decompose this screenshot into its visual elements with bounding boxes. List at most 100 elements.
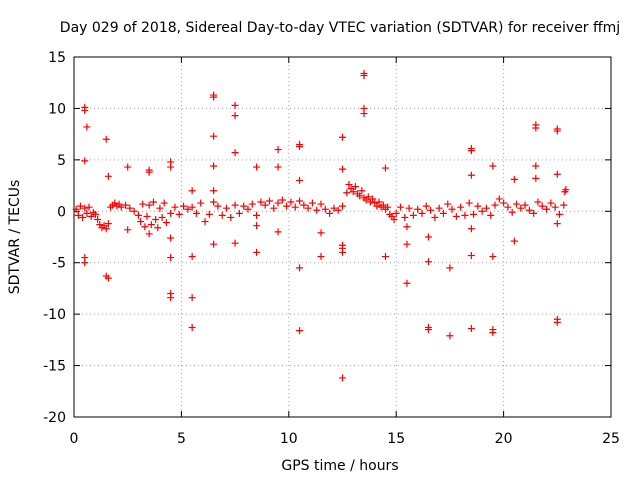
data-point [167, 163, 175, 171]
data-point [201, 218, 209, 226]
data-point [339, 374, 346, 382]
data-point [287, 198, 295, 206]
data-point [448, 205, 456, 213]
y-tick-label: 0 [57, 204, 66, 220]
data-point [562, 186, 570, 194]
data-point [360, 110, 368, 118]
data-point [435, 204, 443, 212]
data-point [553, 318, 561, 326]
data-point [81, 106, 89, 114]
grid-lines [74, 57, 611, 417]
data-point [274, 163, 282, 171]
data-point [313, 206, 321, 214]
data-point [364, 193, 372, 201]
data-point [283, 202, 291, 210]
data-point [560, 201, 568, 209]
data-point [87, 212, 95, 220]
data-point [512, 200, 520, 208]
data-point [517, 204, 525, 212]
data-point [162, 219, 170, 227]
data-point [81, 157, 89, 165]
data-point [317, 229, 325, 237]
data-point [143, 212, 151, 220]
data-point [384, 203, 392, 211]
data-point [134, 211, 142, 219]
data-point [130, 207, 138, 215]
data-point [521, 201, 529, 209]
data-point [339, 202, 346, 210]
data-point [351, 183, 359, 191]
data-point [534, 198, 542, 206]
data-point [358, 187, 366, 195]
y-tick-label: 10 [48, 101, 66, 117]
data-point [431, 213, 439, 221]
data-point [104, 172, 112, 180]
data-point [392, 209, 400, 217]
data-point [525, 206, 533, 214]
data-point [296, 264, 304, 272]
data-point [553, 127, 561, 135]
data-point [83, 209, 91, 217]
data-point [487, 211, 495, 219]
data-point [167, 254, 175, 262]
data-point [467, 325, 475, 333]
data-point [308, 199, 316, 207]
data-point [339, 248, 346, 256]
data-point [532, 124, 540, 132]
data-point [180, 202, 188, 210]
data-point [296, 142, 304, 150]
data-point [102, 225, 110, 233]
data-point [210, 198, 218, 206]
data-point [296, 327, 304, 335]
x-tick-label: 5 [177, 431, 186, 447]
data-point [158, 213, 166, 221]
data-point [81, 259, 89, 267]
data-point [489, 253, 497, 261]
data-points [72, 69, 570, 382]
data-point [152, 216, 160, 224]
data-point [532, 162, 540, 170]
data-point [504, 203, 512, 211]
data-point [379, 201, 387, 209]
data-point [231, 112, 239, 120]
data-point [330, 204, 338, 212]
data-point [76, 202, 84, 210]
data-point [467, 252, 475, 260]
data-point [91, 210, 99, 218]
x-axis-label: GPS time / hours [281, 458, 398, 474]
data-point [296, 197, 304, 205]
data-point [227, 213, 235, 221]
data-point [321, 205, 329, 213]
data-point [205, 210, 213, 218]
data-point [188, 324, 196, 332]
data-point [85, 203, 93, 211]
data-point [218, 211, 226, 219]
data-point [231, 101, 239, 109]
data-point [274, 146, 282, 154]
data-point [547, 199, 555, 207]
data-point [137, 218, 145, 226]
data-point [390, 216, 398, 224]
data-point [149, 198, 157, 206]
data-point [532, 174, 540, 182]
data-point [491, 201, 499, 209]
data-point [317, 253, 325, 261]
data-point [231, 201, 239, 209]
data-point [167, 294, 175, 302]
data-point [439, 209, 447, 217]
data-point [160, 199, 168, 207]
data-point [465, 199, 473, 207]
x-tick-label: 15 [387, 431, 405, 447]
data-point [167, 234, 175, 242]
data-point [444, 200, 452, 208]
x-tick-label: 0 [70, 431, 79, 447]
data-point [124, 226, 132, 234]
data-point [192, 209, 200, 217]
data-point [122, 201, 130, 209]
data-point [452, 212, 460, 220]
data-point [240, 202, 248, 210]
data-point [117, 203, 125, 211]
data-point [184, 205, 192, 213]
data-point [147, 221, 155, 229]
data-point [467, 171, 475, 179]
